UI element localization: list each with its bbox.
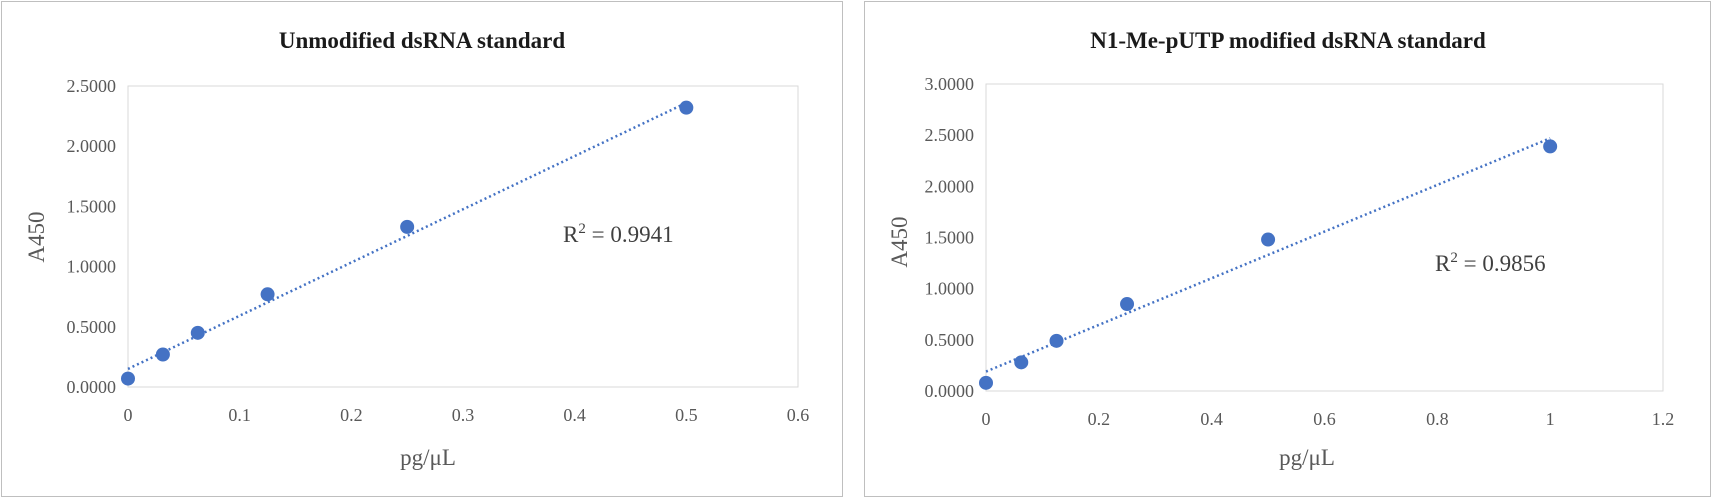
x-tick-label: 0.6: [1313, 409, 1336, 429]
data-point: [1049, 333, 1064, 348]
plot-area: [985, 83, 1664, 392]
trendline: [127, 101, 687, 371]
x-tick-label: 0.2: [1088, 409, 1111, 429]
data-point: [979, 375, 993, 390]
data-point: [400, 219, 415, 234]
x-tick-label: 0.1: [228, 405, 251, 425]
x-tick-label: 0.6: [787, 405, 810, 425]
data-point: [1014, 355, 1029, 370]
y-tick-label: 2.0000: [67, 136, 117, 156]
r2-value: = 0.9856: [1458, 251, 1546, 276]
r2-prefix: R: [563, 222, 579, 247]
y-tick-label: 0.0000: [67, 377, 117, 397]
x-tick-label: 0.4: [1200, 409, 1223, 429]
y-tick-label: 1.5000: [67, 196, 117, 216]
x-tick-label: 0.4: [563, 405, 586, 425]
data-point: [190, 325, 205, 340]
y-tick-label: 1.0000: [925, 279, 975, 299]
x-axis-label: pg/μL: [1279, 445, 1335, 470]
y-tick-label: 1.0000: [67, 257, 117, 277]
x-tick-label: 0.8: [1426, 409, 1449, 429]
x-tick-label: 0.5: [675, 405, 698, 425]
x-axis-label: pg/μL: [400, 445, 456, 470]
r2-prefix: R: [1435, 251, 1451, 276]
x-tick-label: 0: [982, 409, 991, 429]
data-point: [155, 347, 170, 362]
x-tick-label: 1.2: [1652, 409, 1675, 429]
y-tick-label: 2.5000: [67, 76, 117, 96]
data-point: [121, 371, 135, 386]
chart-unmodified: Unmodified dsRNA standard 0.0000 0.5000 1.…: [24, 28, 810, 470]
chart-panel-modified: N1-Me-pUTP modified dsRNA standard 0.000…: [864, 1, 1711, 497]
y-axis-label: A450: [24, 211, 49, 262]
chart-n1-me-putp-modified: N1-Me-pUTP modified dsRNA standard 0.000…: [887, 28, 1675, 470]
y-tick-label: 2.0000: [925, 176, 975, 196]
x-tick-label: 0.2: [340, 405, 363, 425]
plot-area: [127, 85, 799, 388]
x-tick-label: 0: [124, 405, 133, 425]
chart-title: Unmodified dsRNA standard: [279, 28, 565, 53]
data-point: [260, 287, 275, 302]
y-tick-label: 0.5000: [67, 317, 117, 337]
data-point: [679, 100, 694, 115]
y-tick-label: 1.5000: [925, 228, 975, 248]
r2-superscript: 2: [578, 221, 586, 237]
y-tick-label: 0.5000: [925, 330, 975, 350]
y-tick-label: 3.0000: [925, 74, 975, 94]
y-tick-label: 0.0000: [925, 381, 975, 401]
r-squared-label: R2 = 0.9856: [1435, 250, 1546, 276]
y-axis-label: A450: [887, 216, 912, 267]
r2-value: = 0.9941: [586, 222, 674, 247]
x-tick-label: 0.3: [452, 405, 475, 425]
x-tick-label: 1: [1546, 409, 1555, 429]
chart-title: N1-Me-pUTP modified dsRNA standard: [1090, 28, 1486, 53]
data-point: [1543, 139, 1558, 154]
chart-panel-unmodified: Unmodified dsRNA standard 0.0000 0.5000 1.…: [1, 1, 843, 497]
data-point: [1261, 232, 1276, 247]
y-tick-label: 2.5000: [925, 125, 975, 145]
r-squared-label: R2 = 0.9941: [563, 221, 674, 247]
r2-superscript: 2: [1450, 250, 1458, 266]
trendline: [985, 137, 1551, 373]
data-point: [1120, 297, 1135, 312]
